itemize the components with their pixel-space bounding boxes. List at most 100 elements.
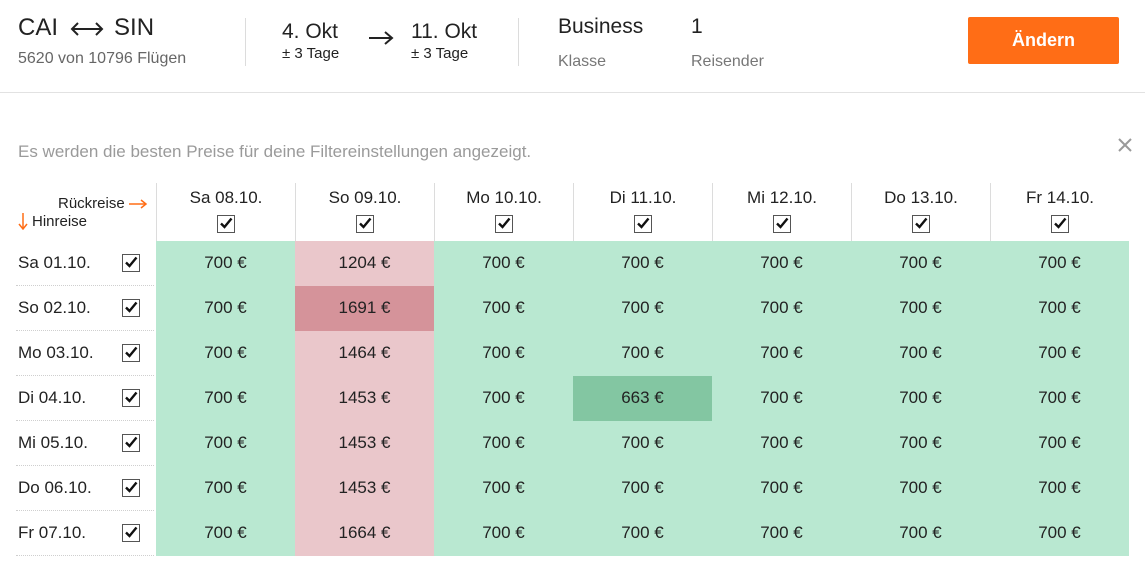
return-date-checkbox[interactable] bbox=[1051, 215, 1069, 233]
return-date-checkbox[interactable] bbox=[217, 215, 235, 233]
return-date-column-header: Mi 12.10. bbox=[712, 183, 851, 241]
return-date-checkbox[interactable] bbox=[634, 215, 652, 233]
travelers-count: 1 bbox=[691, 15, 703, 38]
outbound-date-row-header: So 02.10. bbox=[0, 286, 156, 331]
price-cell[interactable]: 700 € bbox=[434, 421, 573, 466]
price-cell[interactable]: 700 € bbox=[573, 241, 712, 286]
outbound-date-row-header: Do 06.10. bbox=[0, 466, 156, 511]
outbound-date-label: Do 06.10. bbox=[18, 478, 92, 497]
route-summary: CAI SIN 5620 von 10796 Flügen bbox=[18, 14, 186, 68]
price-cell[interactable]: 1664 € bbox=[295, 511, 434, 556]
price-cell[interactable]: 700 € bbox=[434, 376, 573, 421]
price-cell[interactable]: 700 € bbox=[573, 511, 712, 556]
price-cell[interactable]: 700 € bbox=[156, 241, 295, 286]
price-cell[interactable]: 700 € bbox=[712, 511, 851, 556]
change-search-button[interactable]: Ändern bbox=[968, 17, 1119, 64]
outbound-date-checkbox[interactable] bbox=[122, 524, 140, 542]
price-cell[interactable]: 1453 € bbox=[295, 376, 434, 421]
return-date-label: Do 13.10. bbox=[884, 188, 958, 207]
search-summary-header: CAI SIN 5620 von 10796 Flügen 4. Okt ± 3… bbox=[0, 0, 1145, 93]
price-cell[interactable]: 700 € bbox=[573, 331, 712, 376]
return-label: Rückreise bbox=[58, 195, 125, 212]
price-cell[interactable]: 700 € bbox=[156, 511, 295, 556]
row-divider bbox=[16, 285, 154, 286]
round-trip-arrows-icon bbox=[70, 22, 104, 36]
price-cell[interactable]: 1453 € bbox=[295, 421, 434, 466]
price-cell[interactable]: 700 € bbox=[851, 286, 990, 331]
price-cell[interactable]: 700 € bbox=[156, 286, 295, 331]
return-flex: ± 3 Tage bbox=[411, 45, 469, 62]
return-date-column-header: Fr 14.10. bbox=[990, 183, 1129, 241]
outbound-date-row-header: Fr 07.10. bbox=[0, 511, 156, 556]
close-icon[interactable] bbox=[1116, 136, 1134, 154]
return-date-checkbox[interactable] bbox=[495, 215, 513, 233]
outbound-date-checkbox[interactable] bbox=[122, 254, 140, 272]
price-cell[interactable]: 700 € bbox=[156, 466, 295, 511]
price-cell[interactable]: 700 € bbox=[573, 466, 712, 511]
outbound-date-checkbox[interactable] bbox=[122, 479, 140, 497]
cabin-class: Business bbox=[558, 15, 644, 38]
outbound-date-row-header: Mi 05.10. bbox=[0, 421, 156, 466]
return-date-checkbox[interactable] bbox=[912, 215, 930, 233]
price-cell[interactable]: 700 € bbox=[434, 466, 573, 511]
price-cell[interactable]: 700 € bbox=[851, 511, 990, 556]
price-cell[interactable]: 700 € bbox=[156, 331, 295, 376]
return-date-column-header: So 09.10. bbox=[295, 183, 434, 241]
arrow-right-icon bbox=[128, 198, 147, 209]
outbound-date-checkbox[interactable] bbox=[122, 344, 140, 362]
price-cell[interactable]: 700 € bbox=[990, 286, 1129, 331]
outbound-date-checkbox[interactable] bbox=[122, 434, 140, 452]
matrix-corner: Rückreise Hinreise bbox=[0, 183, 156, 241]
price-cell[interactable]: 700 € bbox=[712, 241, 851, 286]
price-cell[interactable]: 700 € bbox=[712, 331, 851, 376]
price-cell[interactable]: 1691 € bbox=[295, 286, 434, 331]
price-cell[interactable]: 700 € bbox=[851, 331, 990, 376]
price-cell[interactable]: 700 € bbox=[712, 376, 851, 421]
row-divider bbox=[16, 375, 154, 376]
price-cell[interactable]: 700 € bbox=[573, 286, 712, 331]
price-cell[interactable]: 700 € bbox=[990, 241, 1129, 286]
outbound-date-checkbox[interactable] bbox=[122, 299, 140, 317]
return-date-checkbox[interactable] bbox=[773, 215, 791, 233]
price-cell[interactable]: 700 € bbox=[156, 376, 295, 421]
price-cell[interactable]: 700 € bbox=[990, 511, 1129, 556]
price-cell[interactable]: 700 € bbox=[712, 286, 851, 331]
price-cell[interactable]: 700 € bbox=[434, 241, 573, 286]
return-date-column-header: Di 11.10. bbox=[573, 183, 712, 241]
price-cell[interactable]: 1204 € bbox=[295, 241, 434, 286]
outbound-date-checkbox[interactable] bbox=[122, 389, 140, 407]
outbound-date-label: Fr 07.10. bbox=[18, 523, 87, 542]
price-cell[interactable]: 1453 € bbox=[295, 466, 434, 511]
outbound-date-block: 4. Okt ± 3 Tage bbox=[282, 20, 339, 62]
row-divider bbox=[16, 465, 154, 466]
price-cell[interactable]: 700 € bbox=[434, 331, 573, 376]
header-divider bbox=[245, 18, 246, 66]
price-cell[interactable]: 700 € bbox=[712, 421, 851, 466]
return-date-column-header: Do 13.10. bbox=[851, 183, 990, 241]
price-cell[interactable]: 1464 € bbox=[295, 331, 434, 376]
price-cell[interactable]: 700 € bbox=[990, 421, 1129, 466]
outbound-date-row-header: Sa 01.10. bbox=[0, 241, 156, 286]
price-cell[interactable]: 700 € bbox=[990, 376, 1129, 421]
price-cell[interactable]: 700 € bbox=[573, 421, 712, 466]
price-cell[interactable]: 700 € bbox=[434, 286, 573, 331]
outbound-date-label: Di 04.10. bbox=[18, 388, 87, 407]
price-cell[interactable]: 700 € bbox=[851, 466, 990, 511]
cabin-class-label: Klasse bbox=[558, 53, 607, 70]
price-cell[interactable]: 700 € bbox=[990, 466, 1129, 511]
price-cell[interactable]: 700 € bbox=[434, 511, 573, 556]
outbound-date-label: So 02.10. bbox=[18, 298, 91, 317]
row-divider bbox=[16, 510, 154, 511]
price-cell[interactable]: 700 € bbox=[851, 421, 990, 466]
row-divider bbox=[16, 555, 154, 556]
price-cell[interactable]: 700 € bbox=[990, 331, 1129, 376]
price-cell[interactable]: 700 € bbox=[851, 241, 990, 286]
destination-code: SIN bbox=[114, 14, 155, 41]
outbound-axis-label: Hinreise bbox=[18, 212, 87, 230]
price-cell[interactable]: 700 € bbox=[712, 466, 851, 511]
price-cell[interactable]: 700 € bbox=[851, 376, 990, 421]
price-cell[interactable]: 663 € bbox=[573, 376, 712, 421]
price-cell[interactable]: 700 € bbox=[156, 421, 295, 466]
cabin-class-block: Business Klasse bbox=[558, 15, 643, 71]
return-date-checkbox[interactable] bbox=[356, 215, 374, 233]
